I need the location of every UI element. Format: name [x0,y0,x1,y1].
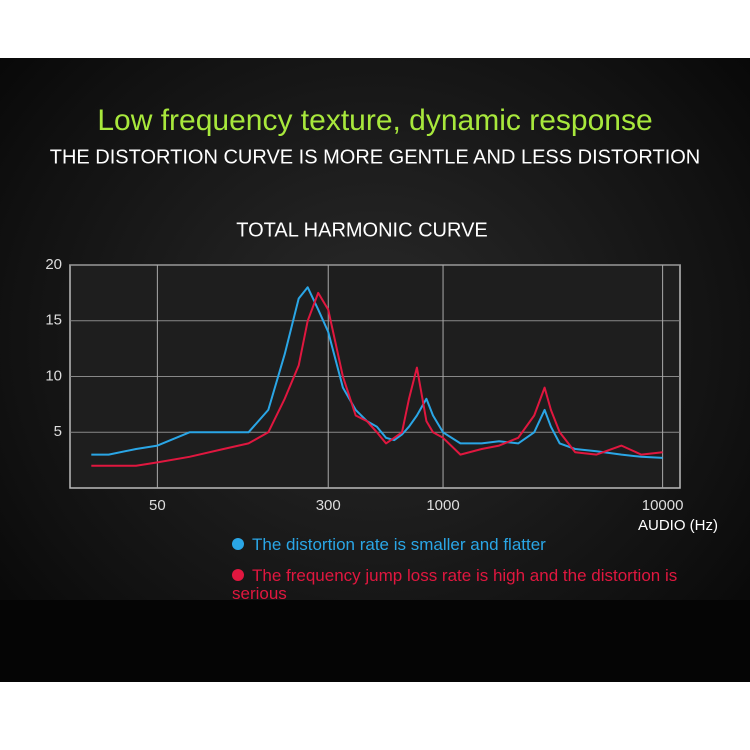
y-tick-label: 10 [45,367,62,384]
legend-marker [232,538,244,550]
data-line [91,286,663,459]
chart-title: TOTAL HARMONIC CURVE [236,219,488,241]
legend-label: The frequency jump loss rate is high and… [232,566,678,603]
y-tick-label: 15 [45,312,62,329]
x-tick-label: 50 [149,497,166,514]
legend-label: The distortion rate is smaller and flatt… [252,535,546,554]
page-subtitle: THE DISTORTION CURVE IS MORE GENTLE AND … [50,146,701,168]
legend-marker [232,569,244,581]
x-tick-label: 10000 [642,497,684,514]
y-tick-label: 5 [54,423,62,440]
y-tick-label: 20 [45,256,62,273]
legend-item: The distortion rate is smaller and flatt… [232,536,750,554]
page-title: Low frequency texture, dynamic response [97,104,652,137]
x-tick-label: 1000 [426,497,459,514]
x-tick-label: 300 [316,497,341,514]
legend-item: The frequency jump loss rate is high and… [232,567,732,603]
data-line [91,291,663,467]
x-axis-label: AUDIO (Hz) [638,517,718,534]
background-band [0,600,750,682]
